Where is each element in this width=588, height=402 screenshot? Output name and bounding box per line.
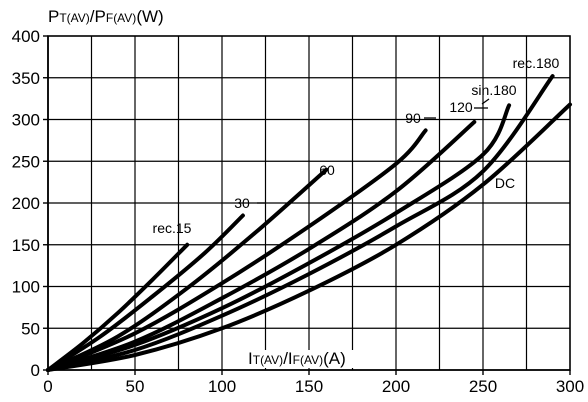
y-axis-title-part: /P [90,7,106,26]
tick-labels: 0 50 100 150 200 250 300 350 400 0 50 100 150 200 250 3… [12,27,585,396]
axis-titles: PT(AV)/PF(AV)(W)IT(AV)/IF(AV)(A) [47,7,570,371]
y-tick-label: 50 [21,319,40,338]
x-axis-title: IT(AV)/IF(AV)(A) [248,349,346,368]
x-axis-title-part: T(AV) [253,353,283,367]
series-line-90 [46,128,428,372]
grid [48,36,570,370]
x-axis-title-part: (A) [323,349,346,368]
series-label-30: 30 [234,195,250,211]
series-line-dc [46,102,572,372]
x-axis-title-part: /I [283,349,292,368]
y-axis-title-part: (W) [136,7,163,26]
y-axis-title: PT(AV)/PF(AV)(W) [48,7,164,26]
y-tick-label: 400 [12,27,40,46]
series-line-30 [46,213,245,372]
x-tick-label: 150 [295,377,323,396]
y-tick-label: 0 [31,361,40,380]
series-label-sin-180: sin.180 [471,82,516,98]
y-tick-label: 350 [12,69,40,88]
x-tick-label: 50 [126,377,145,396]
series-label-rec-15: rec.15 [153,220,192,236]
x-tick-label: 0 [43,377,52,396]
x-axis-title-part: F(AV) [293,353,323,367]
series-line-60 [46,167,329,372]
series-line-120 [46,120,477,372]
series-label-120: 120 [449,99,473,115]
series-line-rec-15 [46,242,190,372]
y-axis-title-part: F(AV) [106,11,136,25]
y-tick-label: 150 [12,236,40,255]
y-tick-label: 100 [12,278,40,297]
series-label-dc: DC [495,175,515,191]
series-label-leader-sin-180 [481,98,490,105]
x-tick-label: 100 [208,377,236,396]
series-label-60: 60 [319,162,335,178]
x-tick-label: 250 [469,377,497,396]
x-tick-label: 300 [556,377,584,396]
series-lines [46,74,572,372]
series-line-rec-180 [46,74,555,372]
y-tick-label: 250 [12,152,40,171]
y-tick-label: 300 [12,111,40,130]
y-axis-title-part: P [48,7,59,26]
y-axis-title-part: T(AV) [59,11,89,25]
y-tick-label: 200 [12,194,40,213]
x-axis-title-part: I [248,349,253,368]
x-tick-label: 200 [382,377,410,396]
series-line-sin-180 [46,103,512,372]
series-label-90: 90 [405,110,421,126]
series-label-rec-180: rec.180 [513,55,560,71]
x-axis-title-background [246,350,377,368]
